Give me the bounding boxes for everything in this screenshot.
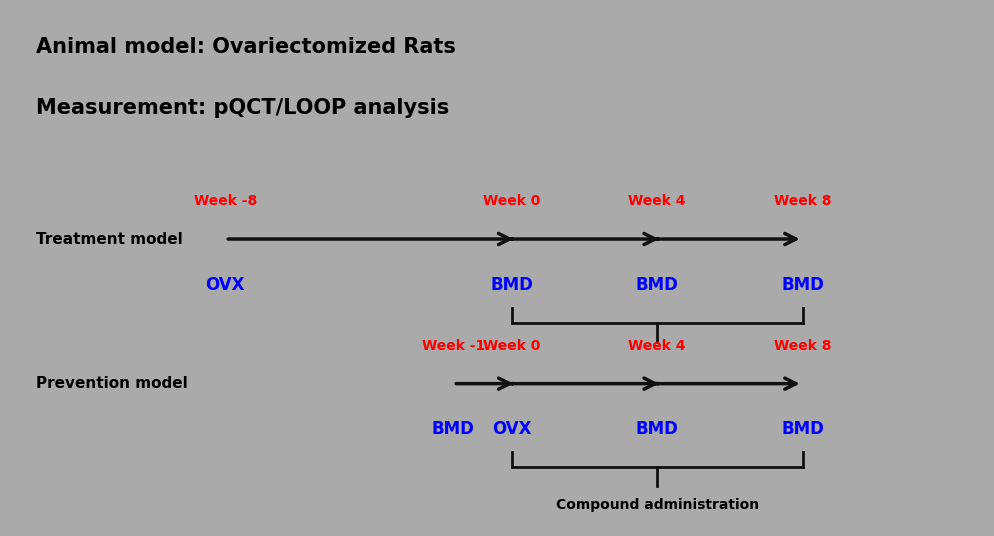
- Text: BMD: BMD: [781, 276, 824, 294]
- Text: BMD: BMD: [635, 276, 679, 294]
- Text: Week 4: Week 4: [628, 194, 686, 208]
- Text: BMD: BMD: [490, 276, 533, 294]
- Text: Week -1: Week -1: [421, 339, 485, 353]
- Text: Week 4: Week 4: [628, 339, 686, 353]
- Text: OVX: OVX: [206, 276, 246, 294]
- Text: Week 0: Week 0: [483, 339, 541, 353]
- Text: Measurement: pQCT/LOOP analysis: Measurement: pQCT/LOOP analysis: [36, 98, 449, 118]
- Text: BMD: BMD: [432, 420, 475, 438]
- Text: Treatment model: Treatment model: [36, 232, 183, 247]
- Text: BMD: BMD: [781, 420, 824, 438]
- Text: Week -8: Week -8: [194, 194, 257, 208]
- Text: Animal model: Ovariectomized Rats: Animal model: Ovariectomized Rats: [36, 38, 456, 57]
- Text: Compound administration: Compound administration: [556, 498, 758, 512]
- Text: Week 8: Week 8: [774, 194, 831, 208]
- Text: Week 8: Week 8: [774, 339, 831, 353]
- Text: OVX: OVX: [492, 420, 532, 438]
- Text: Week 0: Week 0: [483, 194, 541, 208]
- Text: Prevention model: Prevention model: [36, 376, 188, 391]
- Text: BMD: BMD: [635, 420, 679, 438]
